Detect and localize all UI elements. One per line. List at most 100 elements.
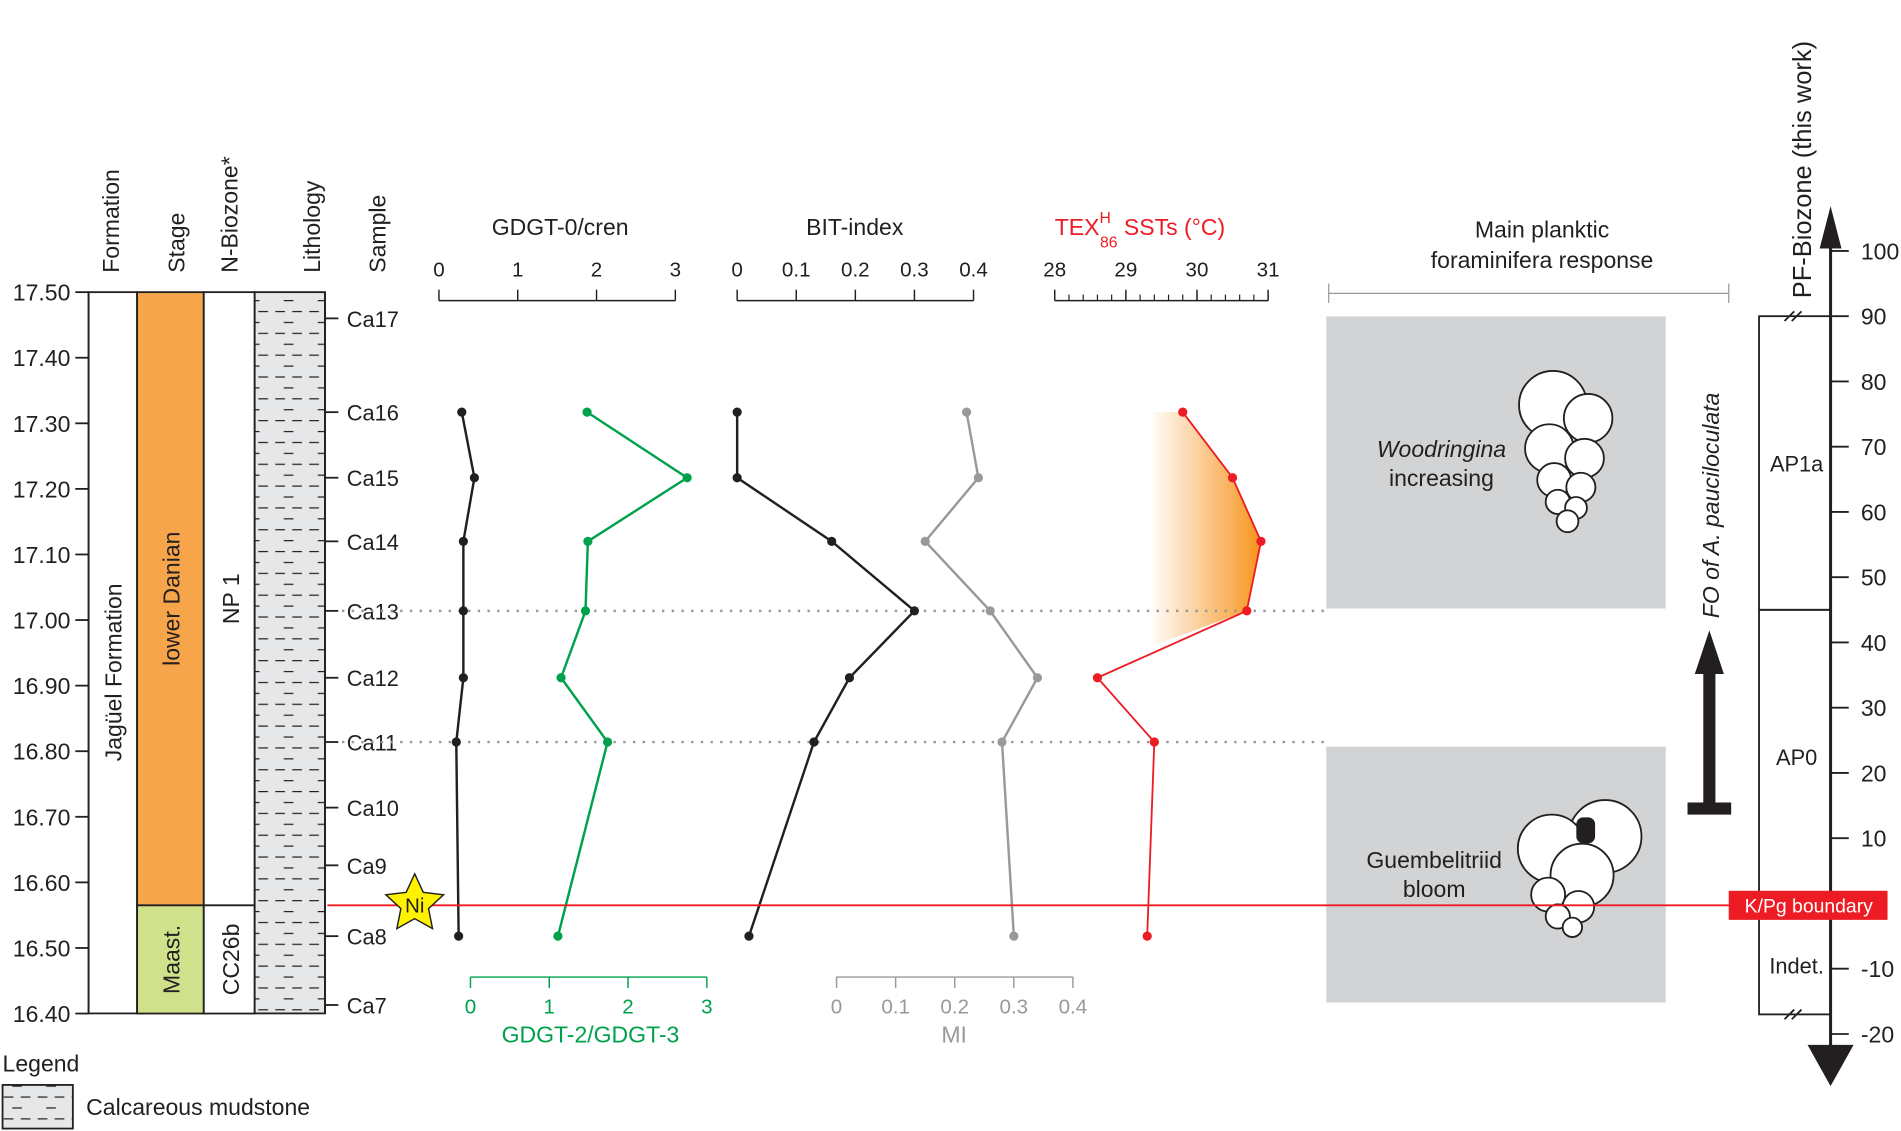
depth-tick-label: 17.50 [13, 280, 71, 306]
series-axis-tick-label: 0.3 [900, 258, 929, 281]
depth-tick-label: 16.40 [13, 1001, 71, 1027]
data-point [973, 473, 983, 483]
pf-tick-label: 60 [1861, 499, 1887, 525]
data-point [909, 606, 920, 616]
pf-title: PF-Biozone (this work) [1789, 41, 1817, 298]
sample-label: Ca14 [347, 530, 399, 555]
legend-swatch [1, 1084, 74, 1130]
series-axis-tick-label: 0.2 [940, 995, 969, 1018]
pf-zone-label: Indet. [1769, 953, 1824, 978]
pf-tick-label: 100 [1861, 238, 1899, 264]
kpg-label: K/Pg boundary [1745, 896, 1873, 918]
header-lithology: Lithology [299, 180, 325, 273]
pf-tick-label: 70 [1861, 434, 1887, 460]
series-axis-tick-label: 0.4 [1059, 995, 1088, 1018]
data-point [1242, 606, 1252, 616]
bit-title: BIT-index [806, 214, 904, 240]
legend-item-label: Calcareous mudstone [86, 1094, 310, 1120]
warming-shading [1149, 412, 1261, 648]
nbiozone-label: NP 1 [218, 573, 244, 624]
ni-star-icon: Ni [384, 872, 446, 931]
depth-tick-label: 16.60 [13, 870, 71, 896]
sample-label: Ca10 [347, 796, 399, 821]
stage-band [136, 904, 205, 1015]
series-line [556, 411, 690, 937]
arrow-up-icon [1819, 206, 1842, 249]
data-point [744, 931, 754, 941]
sample-label: Ca17 [347, 307, 399, 332]
guembelitriid-label-2: bloom [1403, 876, 1466, 902]
data-point [458, 536, 468, 546]
data-point [1009, 931, 1019, 941]
data-point [1092, 673, 1103, 683]
data-point [553, 931, 563, 941]
data-point [469, 473, 480, 483]
ni-label: Ni [405, 895, 424, 918]
data-point [1256, 536, 1266, 546]
series-axis-tick-label: 0 [831, 995, 842, 1018]
response-box-lower [1326, 746, 1666, 1003]
pf-tick-label: 20 [1861, 760, 1887, 786]
data-point [844, 673, 855, 683]
axis-break-icon [1783, 1008, 1803, 1020]
series-axis-tick-label: 2 [622, 995, 633, 1018]
data-point [732, 407, 742, 417]
series-axis-tick-label: 3 [670, 258, 681, 281]
header-formation: Formation [98, 169, 124, 273]
legend-title: Legend [3, 1051, 80, 1077]
data-point [732, 473, 742, 483]
series-axis-tick-label: 1 [512, 258, 523, 281]
response-box-upper [1326, 316, 1666, 609]
pf-zone-label: AP0 [1776, 745, 1817, 770]
depth-tick-label: 17.30 [13, 411, 71, 437]
sample-label: Ca15 [347, 466, 399, 491]
data-point [602, 737, 613, 747]
sample-label: Ca9 [347, 854, 387, 879]
formation-label: Jagüel Formation [100, 583, 126, 761]
gdgt0-title: GDGT-0/cren [492, 214, 629, 240]
guembelitriid-foram-icon [1516, 799, 1643, 938]
response-title-1: Main planktic [1475, 217, 1609, 243]
data-point [985, 606, 995, 616]
stage-label: lower Danian [159, 532, 185, 666]
sample-label: Ca12 [347, 666, 399, 691]
series-axis-tick-label: 0 [433, 258, 444, 281]
depth-tick-label: 16.70 [13, 804, 71, 830]
series-line [923, 411, 1039, 937]
sample-label: Ca16 [347, 401, 399, 426]
stage-band [136, 291, 205, 907]
series-axis-tick-label: 0.3 [1000, 995, 1029, 1018]
data-point [1178, 407, 1188, 417]
series-axis-tick-label: 0 [731, 258, 742, 281]
mi-title: MI [941, 1022, 967, 1048]
arrow-down-icon [1807, 1044, 1854, 1087]
response-bracket [1328, 283, 1730, 304]
sample-label: Ca7 [347, 993, 387, 1018]
formation-column [87, 291, 139, 1015]
data-point [827, 536, 837, 546]
data-point [1149, 737, 1159, 747]
series-axis-tick-label: 2 [591, 258, 602, 281]
data-point [920, 536, 930, 546]
pf-tick-label: -10 [1861, 956, 1894, 982]
data-point [458, 673, 468, 683]
axis-break-icon [1783, 310, 1803, 322]
header-nbiozone: N-Biozone* [217, 156, 243, 272]
series-axis-tick-label: 28 [1043, 258, 1066, 281]
data-point [458, 606, 468, 616]
fo-arrow-icon [1687, 630, 1732, 815]
stage-label: Maast. [159, 925, 185, 994]
data-point [682, 473, 692, 483]
depth-tick-label: 17.00 [13, 608, 71, 634]
pf-tick-label: -20 [1861, 1021, 1894, 1047]
nbiozone-band [202, 904, 256, 1015]
series-axis-tick-label: 30 [1186, 258, 1209, 281]
data-point [580, 606, 591, 616]
depth-tick-label: 17.20 [13, 476, 71, 502]
woodringina-foram-icon [1518, 370, 1614, 534]
series-line [735, 412, 917, 937]
series-axis-tick-label: 3 [701, 995, 712, 1018]
data-point [1032, 673, 1043, 683]
data-point [1142, 931, 1152, 941]
